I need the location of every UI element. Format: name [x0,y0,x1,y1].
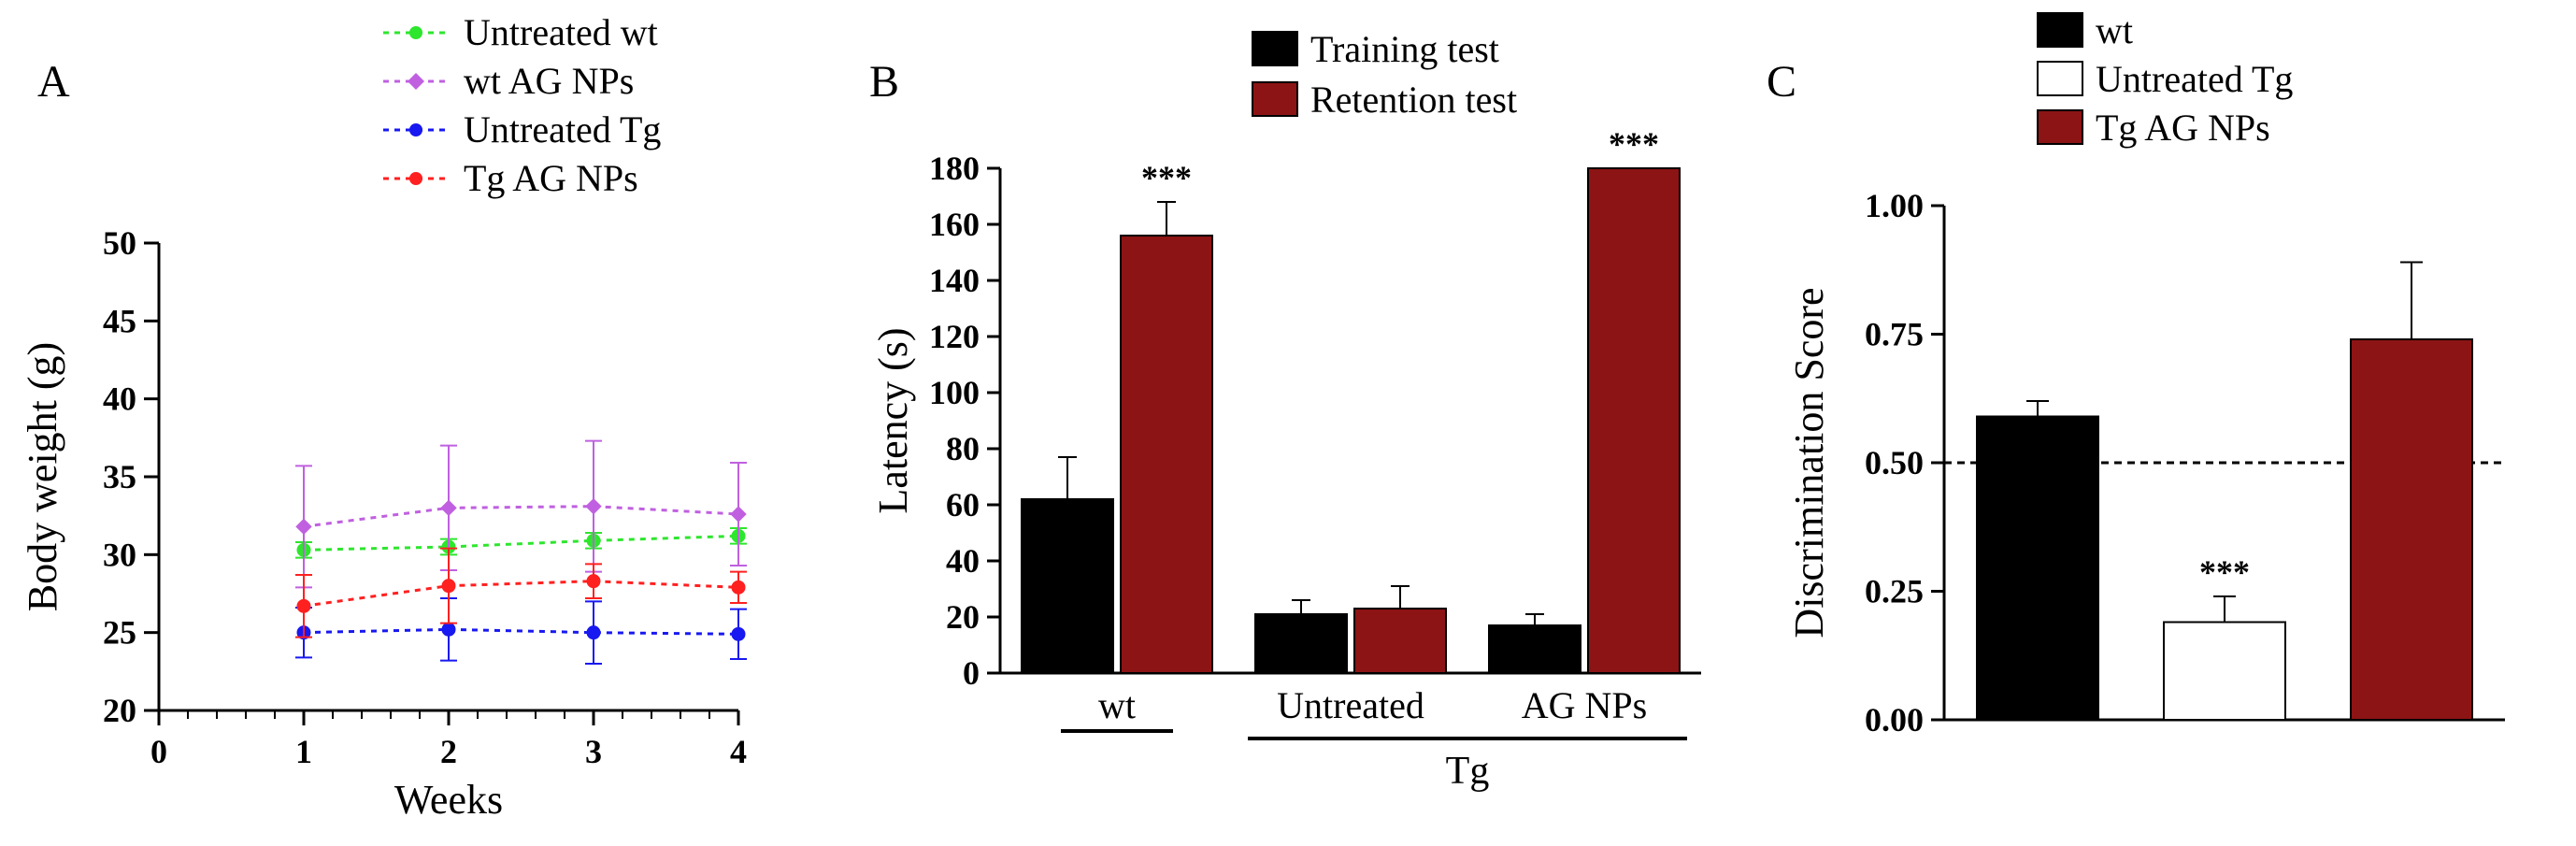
svg-text:160: 160 [929,206,980,243]
svg-text:30: 30 [103,536,136,573]
svg-text:0.75: 0.75 [1865,316,1924,353]
svg-text:wt: wt [2096,9,2133,51]
svg-text:0.25: 0.25 [1865,573,1924,610]
svg-text:0: 0 [963,654,980,692]
panel-b-chart: 0 20 40 60 80 100 120 140 160 180 Latency (s) *** **… [860,0,1757,846]
svg-text:60: 60 [946,486,980,523]
svg-text:***: *** [2199,553,2250,591]
svg-text:Untreated wt: Untreated wt [464,11,658,53]
svg-text:0.50: 0.50 [1865,444,1924,481]
svg-text:***: *** [1141,159,1192,196]
svg-text:40: 40 [103,380,136,418]
svg-text:Training test: Training test [1310,28,1499,70]
svg-text:140: 140 [929,262,980,299]
svg-text:Untreated Tg: Untreated Tg [464,108,661,151]
svg-text:180: 180 [929,150,980,187]
svg-text:0.00: 0.00 [1865,701,1924,738]
svg-text:Untreated Tg: Untreated Tg [2096,58,2293,100]
svg-text:0: 0 [150,733,167,770]
svg-text:25: 25 [103,614,136,652]
panel-a: A 0 1 2 3 4 20 25 30 35 40 45 50 Weeks Body weight (g… [0,0,860,846]
svg-text:wt: wt [1098,684,1136,726]
svg-text:3: 3 [585,733,602,770]
panel-a-chart: 0 1 2 3 4 20 25 30 35 40 45 50 Weeks Body weight (g) U… [0,0,860,846]
svg-text:wt AG NPs: wt AG NPs [464,60,634,102]
svg-text:1.00: 1.00 [1865,187,1924,224]
figure-root: A 0 1 2 3 4 20 25 30 35 40 45 50 Weeks Body weight (g… [0,0,2576,846]
svg-text:2: 2 [440,733,457,770]
svg-text:120: 120 [929,318,980,355]
svg-text:Retention test: Retention test [1310,79,1517,121]
svg-text:80: 80 [946,430,980,467]
svg-text:1: 1 [295,733,312,770]
svg-text:Tg: Tg [1446,750,1490,793]
svg-text:20: 20 [946,598,980,636]
svg-text:AG NPs: AG NPs [1522,684,1647,726]
svg-text:Tg AG NPs: Tg AG NPs [464,157,638,199]
svg-text:20: 20 [103,692,136,729]
svg-text:Untreated: Untreated [1277,684,1424,726]
panel-c-chart: 0.00 0.25 0.50 0.75 1.00 Discrimination Score… [1757,0,2576,846]
svg-text:50: 50 [103,224,136,262]
svg-text:Tg AG NPs: Tg AG NPs [2096,107,2270,149]
svg-text:35: 35 [103,458,136,495]
panel-c: C 0.00 0.25 0.50 0.75 1.00 Discrimination Sco… [1757,0,2576,846]
svg-text:Body weight (g): Body weight (g) [20,342,65,611]
panel-c-label: C [1767,56,1796,108]
svg-text:45: 45 [103,302,136,339]
svg-text:Weeks: Weeks [394,777,503,823]
svg-text:100: 100 [929,374,980,411]
panel-b-label: B [869,56,899,108]
panel-b: B 0 20 40 60 80 100 120 140 160 180 Latency (s) ***… [860,0,1757,846]
svg-text:Latency (s): Latency (s) [870,327,916,513]
svg-text:40: 40 [946,542,980,580]
svg-text:4: 4 [730,733,747,770]
svg-text:Discrimination Score: Discrimination Score [1786,287,1832,638]
svg-text:***: *** [1609,125,1659,163]
panel-a-label: A [37,56,70,108]
